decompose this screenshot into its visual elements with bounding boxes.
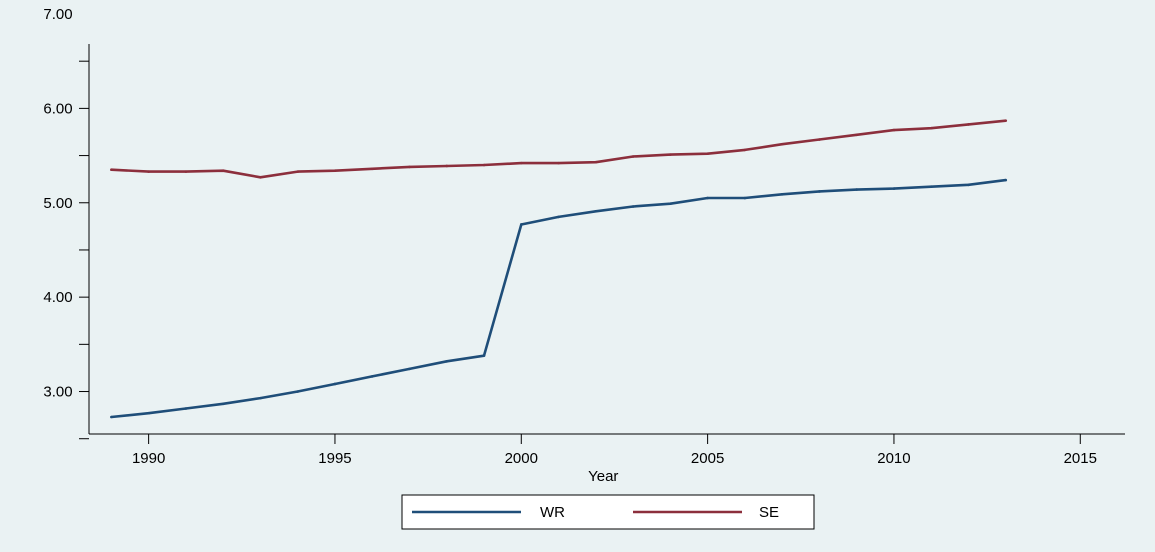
data-point-se bbox=[929, 126, 933, 130]
y-tick-label: 3.00 bbox=[43, 384, 72, 401]
x-tick-label: 2005 bbox=[691, 450, 724, 467]
data-point-se bbox=[818, 138, 821, 141]
data-point-wr bbox=[780, 192, 784, 196]
data-point-wr bbox=[408, 367, 411, 371]
x-tick-label: 1990 bbox=[132, 450, 165, 467]
data-point-se bbox=[669, 153, 672, 156]
data-point-wr bbox=[333, 382, 337, 386]
data-point-se bbox=[147, 170, 150, 173]
data-point-wr bbox=[370, 375, 374, 378]
legend-box bbox=[401, 494, 815, 530]
data-point-se bbox=[184, 170, 188, 173]
x-tick-label: 2000 bbox=[505, 450, 538, 467]
data-point-se bbox=[557, 161, 560, 165]
data-point-wr bbox=[929, 185, 933, 189]
data-point-wr bbox=[184, 407, 188, 410]
data-point-wr bbox=[259, 396, 262, 400]
y-tick-label: 6.00 bbox=[43, 100, 72, 117]
data-point-se bbox=[855, 133, 858, 137]
data-point-se bbox=[780, 142, 784, 146]
data-point-wr bbox=[594, 209, 598, 213]
x-axis-title: Year bbox=[588, 468, 618, 485]
x-tick-label: 2015 bbox=[1064, 450, 1097, 467]
x-tick-label: 2010 bbox=[877, 450, 910, 467]
data-point-wr bbox=[221, 402, 225, 406]
data-point-wr bbox=[706, 196, 709, 200]
data-point-wr bbox=[296, 390, 299, 393]
data-point-wr bbox=[855, 188, 858, 191]
data-point-wr bbox=[892, 187, 896, 190]
data-point-se bbox=[743, 148, 747, 152]
data-point-se bbox=[892, 128, 896, 132]
data-point-se bbox=[519, 161, 523, 165]
data-point-wr bbox=[557, 215, 560, 219]
data-point-wr bbox=[818, 190, 821, 193]
series-line-se bbox=[111, 119, 1006, 179]
data-point-se bbox=[333, 169, 337, 172]
data-point-se bbox=[110, 168, 113, 172]
y-tick-label: 7.00 bbox=[43, 6, 72, 23]
data-point-se bbox=[296, 170, 299, 173]
data-point-wr bbox=[631, 205, 635, 208]
data-point-wr bbox=[482, 354, 486, 357]
data-point-wr bbox=[1004, 178, 1008, 182]
data-point-wr bbox=[967, 183, 970, 187]
data-point-se bbox=[370, 167, 374, 171]
legend-label-wr: WR bbox=[540, 504, 565, 521]
data-point-se bbox=[1004, 119, 1008, 122]
data-point-se bbox=[706, 152, 709, 155]
data-point-wr bbox=[445, 360, 449, 363]
data-point-se bbox=[445, 164, 449, 168]
data-point-wr bbox=[519, 223, 523, 226]
data-point-se bbox=[259, 175, 262, 179]
data-point-se bbox=[594, 160, 598, 164]
data-point-wr bbox=[743, 196, 747, 200]
data-point-wr bbox=[110, 415, 113, 419]
y-tick-label: 4.00 bbox=[43, 289, 72, 306]
y-tick-label: 5.00 bbox=[43, 195, 72, 212]
data-point-se bbox=[482, 163, 486, 167]
data-point-se bbox=[967, 123, 970, 126]
data-point-se bbox=[408, 165, 411, 169]
data-point-wr bbox=[669, 202, 672, 206]
data-point-se bbox=[631, 155, 635, 158]
x-tick-label: 1995 bbox=[318, 450, 351, 467]
legend-label-se: SE bbox=[759, 504, 779, 521]
data-point-se bbox=[221, 169, 225, 172]
data-point-wr bbox=[147, 411, 150, 415]
